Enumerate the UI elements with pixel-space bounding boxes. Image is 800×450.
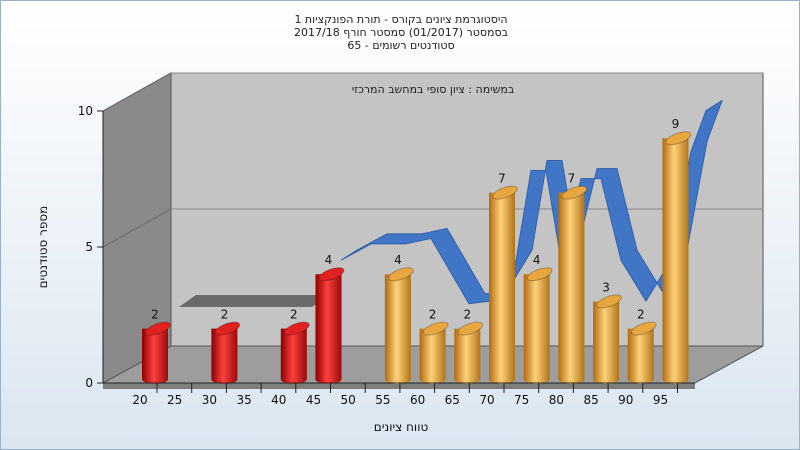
bar-top (145, 321, 171, 336)
bar-top (492, 185, 518, 200)
bar-top (457, 321, 484, 336)
bar-value-label: 7 (568, 172, 576, 186)
bar-base (315, 374, 342, 384)
bar-body (280, 328, 307, 379)
bar-60: 2 (419, 308, 449, 384)
bar-value-label: 2 (637, 308, 645, 322)
x-tick-label: 95 (653, 393, 668, 407)
x-tick-label: 25 (167, 393, 182, 407)
bar-value-label: 2 (463, 308, 471, 322)
bar-base (280, 374, 307, 384)
x-tick-label: 20 (132, 393, 147, 407)
bar-top (630, 321, 657, 336)
bar-body (315, 274, 342, 379)
x-tick-label: 75 (514, 393, 529, 407)
bar-base (627, 374, 654, 384)
bar-base (419, 374, 446, 384)
x-tick-label: 90 (618, 393, 633, 407)
y-axis-label: מספר סטודנטים (36, 206, 50, 289)
bar-base (662, 374, 689, 384)
x-tick-label: 30 (202, 393, 217, 407)
y-ticks-layer: 0 5 10 (78, 104, 103, 390)
bar-body (558, 192, 585, 379)
chart-title-line-2: בסמסטר (01/2017) סמסטר חורף 2017/18 (294, 26, 508, 39)
bar-45: 4 (315, 253, 345, 384)
x-tick-label: 70 (479, 393, 494, 407)
bar-20: 2 (142, 308, 171, 384)
x-axis-label: טווח ציונים (374, 420, 429, 434)
bar-top (665, 131, 692, 146)
bar-body (384, 274, 411, 379)
x-ticks-layer: 20 25 30 35 40 45 50 55 60 65 70 75 80 85 90 95 (132, 383, 678, 407)
bar-body (593, 301, 620, 379)
bars-layer: 2 2 2 4 4 2 2 7 4 7 3 2 9 (142, 117, 692, 384)
bar-top (283, 321, 310, 336)
bar-top (526, 267, 553, 282)
bar-55: 4 (384, 253, 414, 384)
bar-value-label: 9 (672, 117, 680, 131)
bar-95: 9 (662, 117, 692, 384)
chart-title-line-3: סטודנטים רשומים - 65 (347, 39, 454, 52)
x-tick-label: 45 (306, 393, 321, 407)
bar-base (558, 374, 585, 384)
bar-value-label: 4 (533, 253, 541, 267)
flat-ribbon (179, 295, 329, 307)
x-tick-label: 60 (410, 393, 425, 407)
bar-base (454, 374, 481, 384)
y-tick-label: 5 (85, 240, 93, 254)
bar-value-label: 2 (221, 308, 229, 322)
bar-top (388, 267, 414, 282)
bar-body (627, 328, 654, 379)
bar-base (593, 374, 620, 384)
y-tick-label: 0 (85, 376, 93, 390)
x-tick-label: 50 (341, 393, 356, 407)
gridline-left-5 (102, 208, 172, 248)
bar-body (523, 274, 550, 379)
bar-body (454, 328, 481, 379)
bar-base (142, 374, 168, 384)
bar-body (489, 192, 515, 379)
bar-40: 2 (280, 308, 310, 384)
bar-75: 4 (523, 253, 553, 384)
x-tick-label: 80 (549, 393, 564, 407)
y-tick-label: 10 (78, 104, 93, 118)
bar-value-label: 4 (394, 253, 402, 267)
bar-value-label: 2 (151, 308, 159, 322)
bar-base (211, 374, 238, 384)
bar-body (142, 328, 168, 379)
bar-body (662, 138, 689, 379)
bar-top (318, 267, 345, 282)
chart-title-line-1: היסטוגרמת ציונים בקורס - תורת הפונקציות … (294, 13, 507, 26)
bar-top (214, 321, 241, 336)
gridline-left-10 (102, 72, 172, 112)
x-tick-label: 85 (583, 393, 598, 407)
bar-70: 7 (489, 172, 518, 384)
bar-top (422, 321, 449, 336)
chart-subtitle: במשימה : ציון סופי במחשב המרכזי (352, 83, 515, 96)
bar-base (523, 374, 550, 384)
bar-base (489, 374, 515, 384)
bar-top (596, 294, 622, 309)
bar-body (419, 328, 446, 379)
bar-body (211, 328, 238, 379)
x-tick-label: 55 (375, 393, 390, 407)
bar-top (561, 185, 588, 200)
floor-front-edge (103, 383, 695, 389)
bar-value-label: 3 (602, 280, 610, 294)
bar-65: 2 (454, 308, 484, 384)
x-tick-label: 65 (445, 393, 460, 407)
bar-base (384, 374, 411, 384)
bar-value-label: 2 (290, 308, 298, 322)
bar-value-label: 2 (429, 308, 437, 322)
x-tick-label: 40 (271, 393, 286, 407)
x-tick-label: 35 (236, 393, 251, 407)
bar-80: 7 (558, 172, 588, 384)
bar-85: 3 (593, 280, 622, 384)
bar-value-label: 7 (498, 172, 506, 186)
bar-90: 2 (627, 308, 657, 384)
bar-value-label: 4 (325, 253, 333, 267)
bar-30: 2 (211, 308, 241, 384)
